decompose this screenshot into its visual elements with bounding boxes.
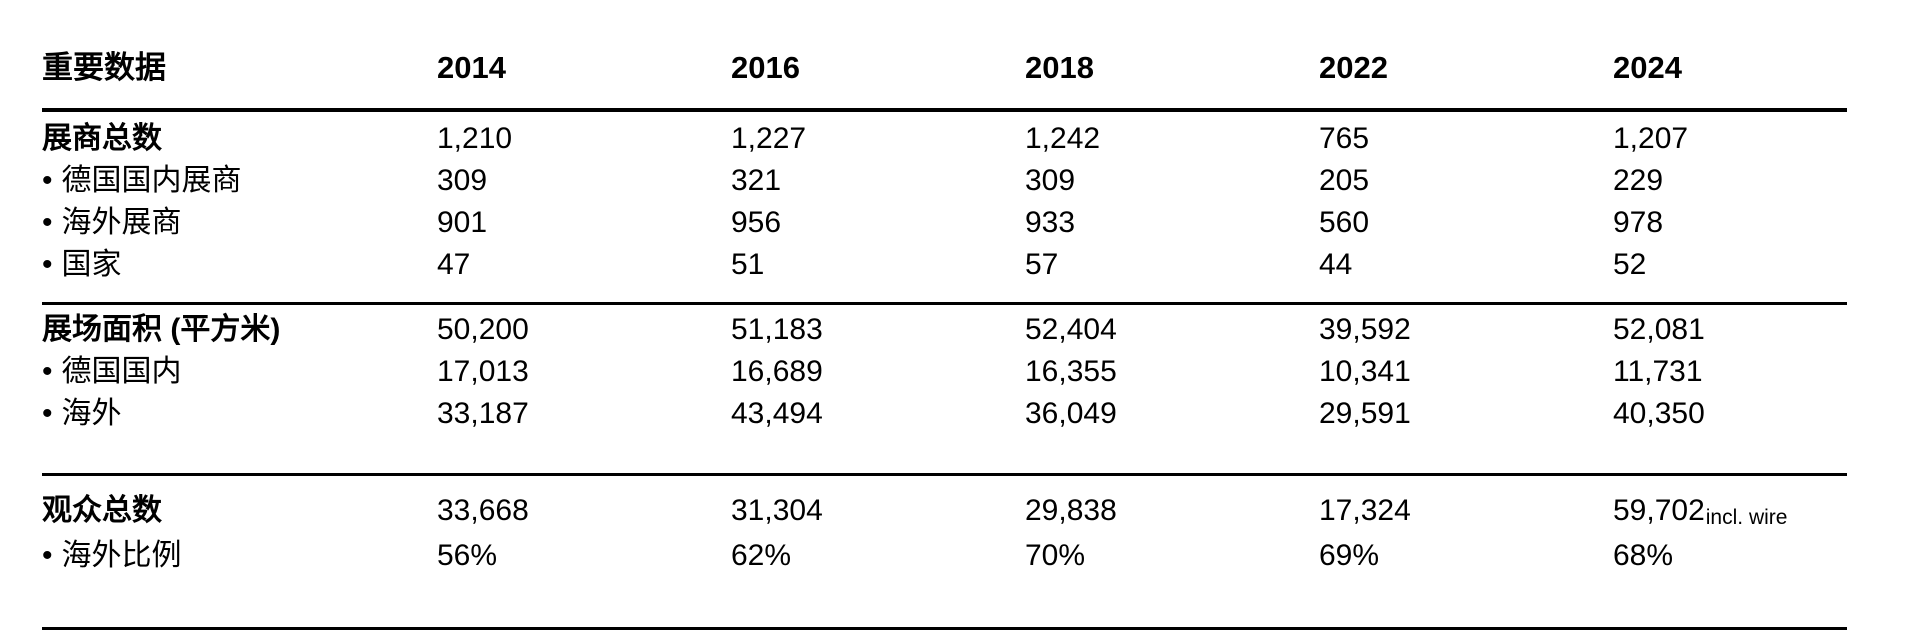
year-header-2014: 2014	[437, 50, 506, 85]
bullet: •	[42, 248, 53, 281]
cell-value: 933	[1025, 206, 1076, 239]
bullet: •	[42, 397, 53, 430]
bullet: •	[42, 206, 53, 239]
cell-value: 57	[1025, 248, 1059, 281]
year-header-2022: 2022	[1319, 50, 1388, 85]
section-exhibitors: 展商总数 1,210 1,227 1,242 765 1,207 • 德国国内展商…	[42, 108, 1847, 286]
cell-value: 40,350	[1613, 397, 1705, 430]
cell-value: 16,689	[731, 355, 823, 388]
bullet: •	[42, 539, 53, 572]
cell-value: 321	[731, 164, 782, 197]
cell-value: 68%	[1613, 539, 1674, 572]
cell-value: 33,187	[437, 397, 529, 430]
cell-value: 309	[437, 164, 488, 197]
row-label: 展场面积 (平方米)	[42, 313, 281, 346]
cell-value: 17,324	[1319, 494, 1411, 527]
table-row: • 海外比例 56% 62% 70% 69% 68%	[42, 535, 1847, 577]
cell-value: 59,702incl. wire	[1613, 490, 1847, 535]
cell-value: 33,668	[437, 494, 529, 527]
cell-value: 1,242	[1025, 122, 1101, 155]
cell-value: 51	[731, 248, 765, 281]
row-label-text: 海外比例	[61, 539, 182, 572]
bullet: •	[42, 164, 53, 197]
cell-value: 70%	[1025, 539, 1086, 572]
cell-value: 560	[1319, 206, 1370, 239]
row-label: • 海外比例	[42, 535, 437, 577]
cell-value: 765	[1319, 122, 1370, 155]
cell-value: 10,341	[1319, 355, 1411, 388]
cell-value: 901	[437, 206, 488, 239]
cell-value: 56%	[437, 539, 498, 572]
cell-value: 69%	[1319, 539, 1380, 572]
year-header-2024: 2024	[1613, 50, 1682, 85]
table-row: • 德国国内展商 309 321 309 205 229	[42, 160, 1847, 202]
cell-value: 31,304	[731, 494, 823, 527]
row-label-text: 德国国内	[61, 355, 182, 388]
cell-value: 16,355	[1025, 355, 1117, 388]
cell-value: 62%	[731, 539, 792, 572]
row-label: • 海外	[42, 393, 437, 435]
cell-value: 47	[437, 248, 471, 281]
table-row: • 海外 33,187 43,494 36,049 29,591 40,350	[42, 393, 1847, 435]
row-label-text: 海外展商	[61, 206, 182, 239]
row-label: • 海外展商	[42, 202, 437, 244]
table-title: 重要数据	[42, 50, 166, 85]
bullet: •	[42, 355, 53, 388]
cell-value: 1,207	[1613, 122, 1689, 155]
table-row: 展场面积 (平方米) 50,200 51,183 52,404 39,592 5…	[42, 309, 1847, 351]
year-header-2016: 2016	[731, 50, 800, 85]
row-label-text: 海外	[61, 397, 122, 430]
cell-value: 29,591	[1319, 397, 1411, 430]
cell-value: 309	[1025, 164, 1076, 197]
cell-value: 52,081	[1613, 313, 1705, 346]
cell-value: 229	[1613, 164, 1664, 197]
cell-value: 43,494	[731, 397, 823, 430]
cell-value: 36,049	[1025, 397, 1117, 430]
cell-value: 956	[731, 206, 782, 239]
cell-value: 52,404	[1025, 313, 1117, 346]
table-row: • 国家 47 51 57 44 52	[42, 244, 1847, 286]
cell-value: 50,200	[437, 313, 529, 346]
cell-value: 205	[1319, 164, 1370, 197]
table-row: 观众总数 33,668 31,304 29,838 17,324 59,702i…	[42, 490, 1847, 535]
cell-value: 44	[1319, 248, 1353, 281]
key-data-table: 重要数据 2014 2016 2018 2022 2024 展商总数 1,210…	[42, 48, 1847, 630]
cell-value: 11,731	[1613, 355, 1703, 388]
table-header-row: 重要数据 2014 2016 2018 2022 2024	[42, 48, 1847, 108]
cell-value: 1,210	[437, 122, 513, 155]
section-area: 展场面积 (平方米) 50,200 51,183 52,404 39,592 5…	[42, 302, 1847, 435]
cell-value-number: 59,702	[1613, 494, 1705, 527]
table-row: • 德国国内 17,013 16,689 16,355 10,341 11,731	[42, 351, 1847, 393]
cell-value: 29,838	[1025, 494, 1117, 527]
year-header-2018: 2018	[1025, 50, 1094, 85]
section-visitors: 观众总数 33,668 31,304 29,838 17,324 59,702i…	[42, 473, 1847, 577]
row-label-text: 德国国内展商	[61, 164, 242, 197]
row-label: • 德国国内展商	[42, 160, 437, 202]
row-label: 展商总数	[42, 122, 162, 155]
cell-value: 17,013	[437, 355, 529, 388]
row-label-text: 国家	[61, 248, 122, 281]
cell-value: 39,592	[1319, 313, 1411, 346]
cell-value: 1,227	[731, 122, 807, 155]
cell-value: 978	[1613, 206, 1664, 239]
cell-value: 51,183	[731, 313, 823, 346]
row-label: • 国家	[42, 244, 437, 286]
cell-value-suffix: incl. wire	[1705, 506, 1788, 529]
table-bottom-rule	[42, 627, 1847, 630]
row-label: 观众总数	[42, 494, 162, 527]
cell-value: 52	[1613, 248, 1647, 281]
table-row: 展商总数 1,210 1,227 1,242 765 1,207	[42, 118, 1847, 160]
row-label: • 德国国内	[42, 351, 437, 393]
table-row: • 海外展商 901 956 933 560 978	[42, 202, 1847, 244]
